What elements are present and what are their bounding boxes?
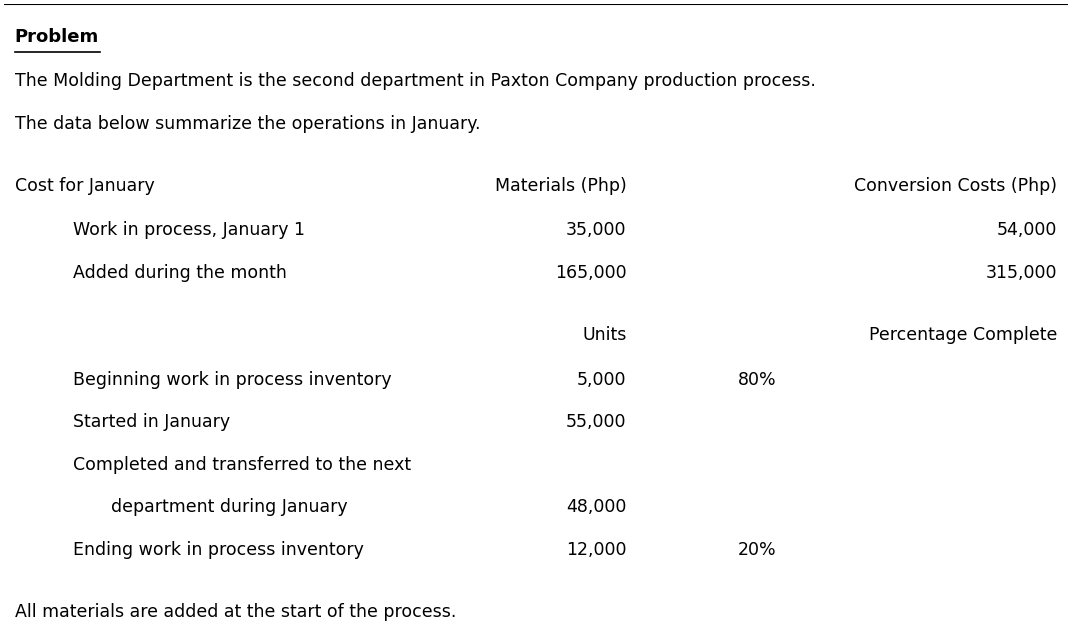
Text: department during January: department during January <box>110 499 347 517</box>
Text: Beginning work in process inventory: Beginning work in process inventory <box>73 371 392 389</box>
Text: 55,000: 55,000 <box>566 413 626 431</box>
Text: Added during the month: Added during the month <box>73 264 287 282</box>
Text: 165,000: 165,000 <box>555 264 626 282</box>
Text: 80%: 80% <box>739 371 777 389</box>
Text: Work in process, January 1: Work in process, January 1 <box>73 222 306 240</box>
Text: Percentage Complete: Percentage Complete <box>868 326 1057 344</box>
Text: Conversion Costs (Php): Conversion Costs (Php) <box>854 177 1057 195</box>
Text: Units: Units <box>582 326 626 344</box>
Text: Completed and transferred to the next: Completed and transferred to the next <box>73 456 412 474</box>
Text: 315,000: 315,000 <box>985 264 1057 282</box>
Text: Started in January: Started in January <box>73 413 230 431</box>
Text: 20%: 20% <box>739 541 777 559</box>
Text: 54,000: 54,000 <box>997 222 1057 240</box>
Text: Cost for January: Cost for January <box>15 177 154 195</box>
Text: The data below summarize the operations in January.: The data below summarize the operations … <box>15 115 480 133</box>
Text: Materials (Php): Materials (Php) <box>494 177 626 195</box>
Text: All materials are added at the start of the process.: All materials are added at the start of … <box>15 603 457 621</box>
Text: 12,000: 12,000 <box>566 541 626 559</box>
Text: Problem: Problem <box>15 28 99 46</box>
Text: The Molding Department is the second department in Paxton Company production pro: The Molding Department is the second dep… <box>15 72 816 90</box>
Text: 35,000: 35,000 <box>566 222 626 240</box>
Text: 48,000: 48,000 <box>566 499 626 517</box>
Text: 5,000: 5,000 <box>577 371 626 389</box>
Text: Ending work in process inventory: Ending work in process inventory <box>73 541 364 559</box>
